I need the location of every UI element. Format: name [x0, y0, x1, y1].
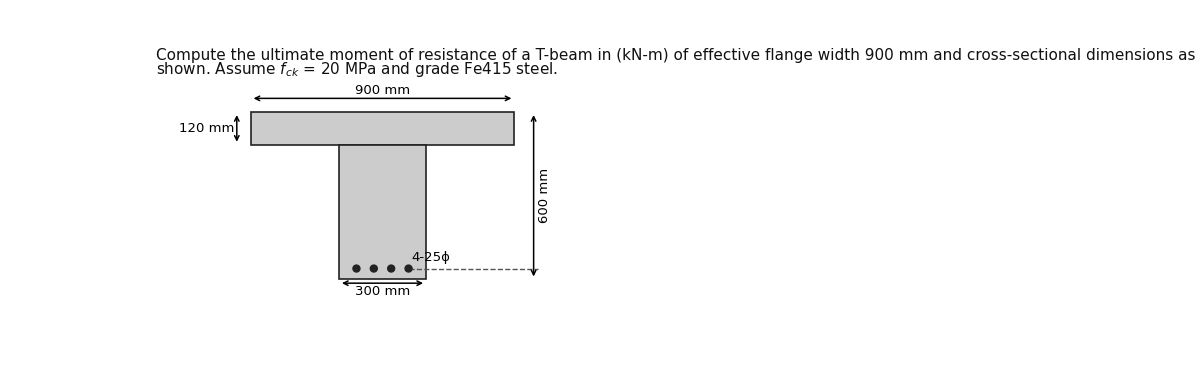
- Text: 300 mm: 300 mm: [355, 285, 410, 298]
- Text: 120 mm: 120 mm: [179, 122, 234, 135]
- Text: Compute the ultimate moment of resistance of a T-beam in (kN-m) of effective fla: Compute the ultimate moment of resistanc…: [156, 48, 1195, 63]
- Text: shown. Assume $f_{ck}$ = 20 MPa and grade Fe415 steel.: shown. Assume $f_{ck}$ = 20 MPa and grad…: [156, 60, 558, 79]
- Circle shape: [353, 265, 360, 272]
- Circle shape: [388, 265, 395, 272]
- Text: 4-25ϕ: 4-25ϕ: [412, 251, 450, 264]
- Circle shape: [371, 265, 377, 272]
- Text: 900 mm: 900 mm: [355, 84, 410, 97]
- Bar: [340, 144, 426, 279]
- Bar: [251, 112, 515, 144]
- Text: 600 mm: 600 mm: [538, 168, 551, 223]
- Circle shape: [406, 265, 412, 272]
